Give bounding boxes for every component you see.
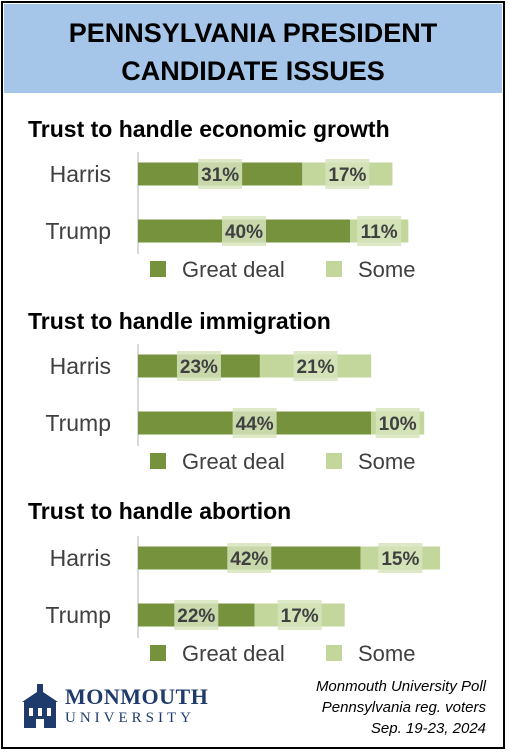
data-label-box-trump-some [375, 408, 420, 438]
data-label-trump-great-deal: 44% [236, 414, 274, 435]
legend-label-some: Some [358, 449, 415, 474]
header-banner: PENNSYLVANIA PRESIDENT CANDIDATE ISSUES [4, 4, 502, 93]
category-label-harris: Harris [50, 353, 111, 379]
page-title-line1: PENNSYLVANIA PRESIDENT [68, 18, 438, 48]
building-icon [22, 684, 58, 728]
legend-label-great-deal: Great deal [182, 449, 285, 474]
legend-swatch-great-deal [150, 261, 166, 277]
data-label-harris-some: 17% [328, 165, 366, 186]
legend-label-great-deal: Great deal [182, 257, 285, 282]
page-title-line2: CANDIDATE ISSUES [121, 56, 385, 86]
data-label-box-trump-some [357, 216, 402, 246]
data-label-box-harris-some [325, 159, 370, 189]
data-label-harris-great-deal: 23% [180, 357, 218, 378]
data-label-box-trump-great-deal [174, 600, 219, 630]
data-label-harris-great-deal: 31% [201, 165, 239, 186]
data-label-harris-great-deal: 42% [230, 549, 268, 570]
legend-label-some: Some [358, 641, 415, 666]
source-line1: Monmouth University Poll [315, 678, 486, 695]
legend-swatch-great-deal [150, 645, 166, 661]
source-note: Monmouth University Poll Pennsylvania re… [316, 676, 486, 739]
chart-title-economic-growth: Trust to handle economic growth [28, 116, 390, 142]
data-label-trump-great-deal: 40% [225, 222, 263, 243]
source-line3: Sep. 19-23, 2024 [370, 720, 486, 737]
legend-swatch-great-deal [150, 453, 166, 469]
legend-swatch-some [326, 261, 342, 277]
monmouth-logo: MONMOUTH UNIVERSITY [20, 682, 220, 734]
category-label-harris: Harris [50, 161, 111, 187]
logo-wordmark: MONMOUTH [65, 684, 209, 709]
chart-title-immigration: Trust to handle immigration [28, 308, 331, 334]
data-label-trump-some: 17% [281, 606, 319, 627]
logo-subtext: UNIVERSITY [65, 710, 195, 726]
chart-economic-growth: Harris 31% 17% Trump 40% 11% Great deal Some [45, 152, 415, 282]
data-label-harris-some: 15% [381, 549, 419, 570]
data-label-box-harris-some [293, 351, 338, 381]
data-label-box-trump-great-deal [232, 408, 277, 438]
data-label-box-harris-some [378, 543, 423, 573]
legend-swatch-some [326, 453, 342, 469]
chart-title-abortion: Trust to handle abortion [28, 498, 292, 524]
data-label-box-trump-some [277, 600, 322, 630]
category-label-trump: Trump [45, 602, 111, 628]
chart-immigration: Harris 23% 21% Trump 44% 10% Great deal Some [45, 344, 425, 474]
chart-abortion: Harris 42% 15% Trump 22% 17% Great deal Some [45, 536, 441, 666]
legend-label-some: Some [358, 257, 415, 282]
category-label-trump: Trump [45, 218, 111, 244]
data-label-box-harris-great-deal [198, 159, 243, 189]
data-label-box-harris-great-deal [227, 543, 272, 573]
legend-swatch-some [326, 645, 342, 661]
category-label-trump: Trump [45, 410, 111, 436]
data-label-trump-some: 11% [361, 222, 398, 243]
category-label-harris: Harris [50, 545, 111, 571]
legend-label-great-deal: Great deal [182, 641, 285, 666]
data-label-box-trump-great-deal [222, 216, 266, 246]
data-label-trump-some: 10% [379, 414, 417, 435]
data-label-box-harris-great-deal [176, 351, 221, 381]
source-line2: Pennsylvania reg. voters [321, 699, 486, 716]
data-label-trump-great-deal: 22% [177, 606, 215, 627]
data-label-harris-some: 21% [297, 357, 335, 378]
